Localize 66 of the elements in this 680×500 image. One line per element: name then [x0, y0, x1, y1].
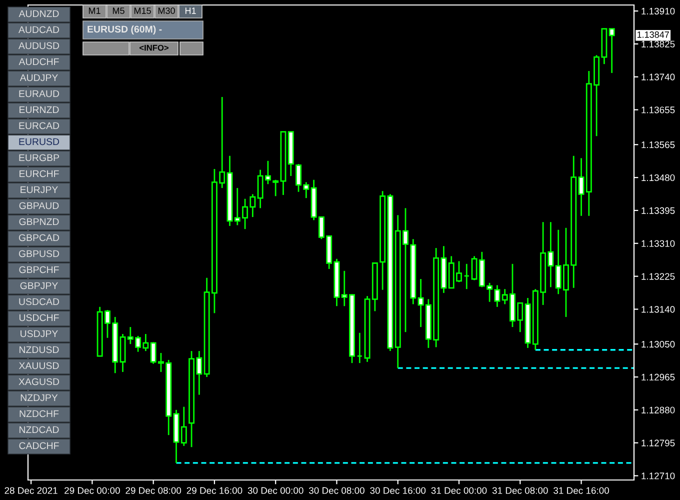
annotation: GBPCAD — [18, 234, 60, 242]
annotation: USDJPY — [20, 330, 58, 338]
x-tick-label: 30 Dec 00:00 — [248, 487, 304, 494]
annotation: NZDJPY — [20, 394, 58, 402]
annotation: GBPJPY — [20, 282, 58, 290]
y-tick-label: 1.12795 — [642, 440, 675, 446]
annotation: GBPUSD — [18, 250, 60, 258]
y-tick-label: 1.12880 — [642, 406, 675, 414]
annotation: M1 — [88, 8, 100, 14]
x-tick-label: 29 Dec 16:00 — [186, 487, 242, 494]
y-tick-label: 1.13480 — [642, 174, 675, 182]
y-tick-label: 1.12710 — [642, 472, 675, 480]
text: 1.13847 — [637, 31, 669, 38]
candlestick — [356, 332, 363, 364]
x-tick-label: 30 Dec 16:00 — [370, 487, 426, 494]
candlestick — [180, 406, 187, 447]
annotation: EURUSD — [19, 138, 60, 146]
y-tick-label: 1.13225 — [642, 273, 675, 280]
annotation: M5 — [112, 8, 124, 14]
x-tick-label: 30 Dec 08:00 — [309, 487, 364, 494]
x-tick-label: 31 Dec 00:00 — [431, 487, 487, 494]
y-tick-label: 1.13310 — [642, 240, 675, 247]
candlestick — [272, 179, 279, 197]
annotation: USDCAD — [19, 298, 60, 306]
annotation: EURUSD (60M) - — [88, 25, 162, 35]
y-tick-label: 1.13740 — [642, 74, 675, 80]
y-tick-label: 1.13825 — [642, 40, 675, 48]
annotation: XAGUSD — [18, 378, 60, 386]
y-tick-label: 1.13565 — [642, 141, 675, 148]
y-tick-label: 1.12965 — [642, 374, 675, 380]
y-tick-label: 1.13655 — [642, 106, 675, 114]
annotation: XAUUSD — [18, 362, 59, 370]
annotation: GBPNZD — [19, 218, 59, 226]
annotation: <INFO> — [140, 44, 168, 51]
annotation: EURJPY — [20, 186, 58, 194]
annotation: GBPCHF — [19, 266, 59, 274]
y-tick-label: 1.13910 — [642, 8, 675, 15]
annotation: USDCHF — [19, 314, 59, 322]
annotation: EURCAD — [19, 122, 60, 130]
y-tick-label: 1.13395 — [642, 207, 675, 214]
annotation: AUDUSD — [18, 42, 60, 50]
x-tick-label: 29 Dec 08:00 — [126, 487, 182, 494]
annotation: NZDCAD — [20, 426, 59, 434]
annotation: AUDNZD — [18, 10, 59, 18]
candlestick — [608, 28, 615, 74]
annotation: M15 — [134, 8, 151, 14]
y-tick-label: 1.13050 — [642, 340, 675, 348]
annotation: M30 — [158, 8, 175, 14]
annotation: NZDUSD — [20, 346, 59, 354]
x-tick-label: 31 Dec 08:00 — [492, 487, 548, 494]
annotation: H1 — [185, 8, 196, 14]
annotation: AUDCHF — [18, 58, 59, 66]
candlestick — [464, 263, 470, 290]
annotation: CADCHF — [19, 442, 59, 450]
x-tick-label: 29 Dec 00:00 — [64, 487, 120, 494]
annotation: EURNZD — [20, 106, 59, 114]
annotation: AUDJPY — [20, 74, 58, 82]
x-tick-label: 31 Dec 16:00 — [554, 487, 609, 494]
annotation: GBPAUD — [19, 202, 59, 210]
annotation: NZDCHF — [20, 410, 59, 418]
annotation: AUDCAD — [18, 26, 60, 34]
annotation: EURCHF — [20, 170, 59, 178]
annotation: EURAUD — [19, 90, 60, 98]
y-tick-label: 1.13140 — [642, 306, 675, 313]
x-tick-label: 28 Dec 2021 — [4, 487, 58, 494]
annotation: EURGBP — [19, 154, 60, 162]
